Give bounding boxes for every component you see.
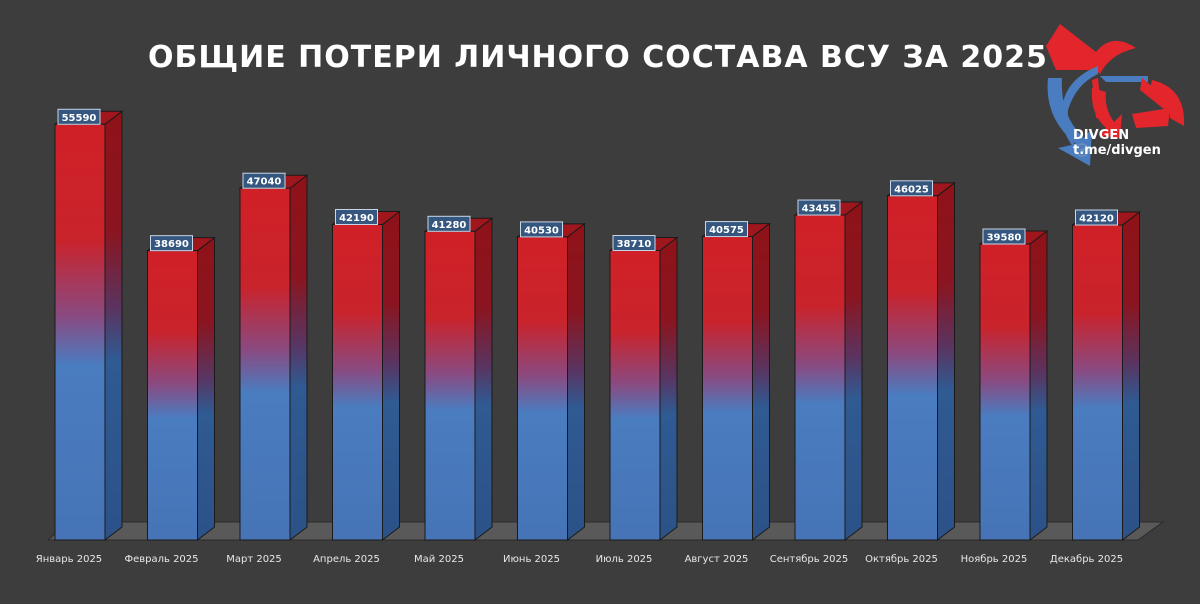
bar-front	[609, 250, 661, 541]
data-label: 47040	[247, 177, 282, 188]
data-label: 40575	[709, 225, 744, 236]
bar-side	[289, 174, 308, 542]
bar-3: 47040	[238, 172, 309, 542]
x-tick-label: Октябрь 2025	[865, 554, 938, 565]
data-label: 42120	[1079, 214, 1114, 225]
divgen-arrows-logo-icon	[1046, 24, 1185, 166]
bar-11: 39580	[978, 228, 1049, 542]
data-label-box	[427, 215, 471, 232]
bar-front	[239, 187, 291, 541]
x-tick-label: Ноябрь 2025	[961, 554, 1028, 565]
bar-front	[147, 250, 198, 541]
bar-6: 40530	[516, 221, 586, 542]
x-tick-label: Декабрь 2025	[1050, 554, 1123, 565]
bar-1: 55590	[53, 108, 124, 542]
data-label-box	[1075, 209, 1118, 226]
x-tick-label: Февраль 2025	[124, 554, 198, 565]
bar-front	[702, 236, 753, 541]
bar-side	[1029, 229, 1048, 542]
bar-front	[794, 214, 846, 541]
data-label-box	[242, 172, 286, 189]
data-label: 38690	[154, 239, 189, 250]
bar-front	[979, 243, 1031, 541]
chart-title: ОБЩИЕ ПОТЕРИ ЛИЧНОГО СОСТАВА ВСУ ЗА 2025…	[148, 40, 1092, 75]
x-tick-label: Июль 2025	[596, 554, 653, 565]
data-label: 41280	[432, 220, 467, 231]
bar-side	[474, 217, 493, 542]
data-label: 55590	[62, 113, 97, 124]
bar-front	[1072, 224, 1123, 541]
data-label: 38710	[617, 239, 652, 250]
bar-side	[197, 236, 215, 542]
data-label-box	[57, 108, 101, 125]
bar-front	[887, 195, 938, 541]
x-tick-label: Май 2025	[414, 554, 464, 565]
x-tick-label: Апрель 2025	[313, 554, 380, 565]
logo-brand: DIVGEN	[1073, 128, 1130, 143]
bar-4: 42190	[331, 208, 401, 542]
x-tick-label: Январь 2025	[36, 554, 102, 565]
bar-side	[844, 201, 863, 542]
logo-handle: t.me/divgen	[1073, 143, 1161, 158]
x-tick-label: Март 2025	[226, 554, 282, 565]
bar-side	[937, 181, 955, 542]
bar-8: 40575	[701, 221, 771, 542]
bar-side	[382, 210, 400, 542]
bar-side	[659, 236, 678, 542]
data-label-box	[612, 235, 656, 252]
data-label: 39580	[987, 233, 1022, 244]
logo-text: DIVGEN t.me/divgen	[1073, 128, 1161, 158]
bar-side	[1122, 211, 1140, 542]
bar-front	[332, 223, 383, 541]
bar-side	[104, 110, 123, 542]
bar-front	[424, 230, 476, 541]
data-label: 40530	[524, 225, 559, 236]
data-label-box	[705, 221, 748, 238]
data-label: 46025	[894, 184, 929, 195]
bar-5: 41280	[423, 215, 494, 542]
data-label: 43455	[802, 204, 837, 215]
data-label-box	[335, 208, 378, 225]
x-tick-label: Сентябрь 2025	[770, 554, 849, 565]
bar-7: 38710	[608, 235, 679, 542]
data-label-box	[797, 199, 841, 216]
data-label-box	[150, 235, 193, 252]
data-label: 42190	[339, 213, 374, 224]
x-tick-label: Июнь 2025	[503, 554, 560, 565]
bar-12: 42120	[1071, 209, 1141, 542]
x-tick-label: Август 2025	[685, 554, 749, 565]
bar-front	[517, 236, 568, 541]
bar-2: 38690	[146, 235, 216, 542]
bar-10: 46025	[886, 180, 956, 542]
data-label-box	[982, 228, 1026, 245]
bar-front	[54, 123, 106, 541]
bar-side	[567, 222, 585, 542]
data-label-box	[520, 221, 563, 238]
data-label-box	[890, 180, 933, 197]
bar-9: 43455	[793, 199, 864, 542]
bar-side	[752, 222, 770, 542]
